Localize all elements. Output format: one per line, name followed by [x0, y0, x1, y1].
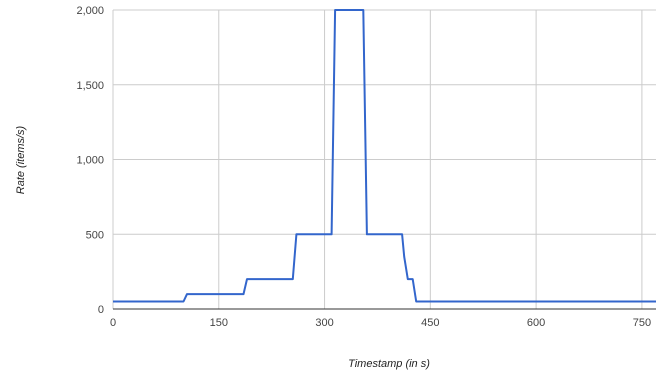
y-tick-label: 0 [98, 304, 104, 316]
x-tick-label: 300 [315, 317, 333, 329]
x-tick-label: 450 [421, 317, 439, 329]
y-tick-label: 1,000 [76, 155, 104, 167]
x-axis-ticks: 0 150 300 450 600 750 [110, 317, 651, 329]
y-tick-label: 500 [86, 229, 104, 241]
y-tick-label: 1,500 [76, 80, 104, 92]
x-tick-label: 750 [633, 317, 651, 329]
y-axis-ticks: 0 500 1,000 1,500 2,000 [76, 5, 104, 316]
x-tick-label: 150 [210, 317, 228, 329]
grid-lines [112, 9, 656, 310]
y-tick-label: 2,000 [76, 5, 104, 17]
x-axis-title: Timestamp (in s) [348, 358, 430, 370]
x-tick-label: 0 [110, 317, 116, 329]
series-line [113, 9, 656, 303]
y-axis-title: Rate (items/s) [15, 125, 27, 194]
series-layer [113, 9, 656, 303]
x-tick-label: 600 [527, 317, 545, 329]
